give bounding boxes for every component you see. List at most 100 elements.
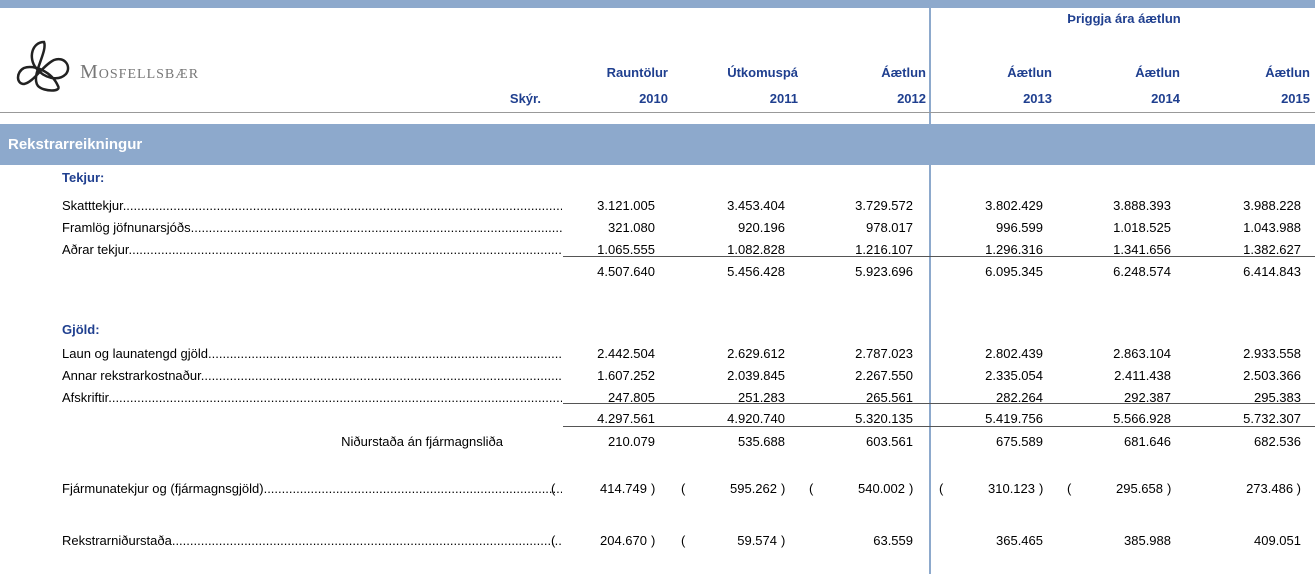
row-label: Afskriftir..............................… bbox=[62, 390, 562, 405]
row-label: Aðrar tekjur............................… bbox=[62, 242, 562, 257]
cell: 265.561 bbox=[866, 390, 913, 405]
column-year: 2012 bbox=[897, 91, 926, 106]
cell: 682.536 bbox=[1254, 434, 1301, 449]
cell: 251.283 bbox=[738, 390, 785, 405]
cell: 1.296.316 bbox=[985, 242, 1043, 257]
cell: 920.196 bbox=[738, 220, 785, 235]
row-label: Niðurstaða án fjármagnsliða bbox=[341, 434, 503, 449]
paren-close: ) bbox=[651, 481, 656, 496]
cell: 2.411.438 bbox=[1114, 368, 1171, 383]
logo-mark bbox=[16, 40, 70, 92]
paren-open: ( bbox=[681, 533, 686, 548]
cell: 2.442.504 bbox=[597, 346, 655, 361]
cell: 3.121.005 bbox=[597, 198, 655, 213]
cell: 1.065.555 bbox=[597, 242, 655, 257]
cell: 2.335.054 bbox=[985, 368, 1043, 383]
cell: 978.017 bbox=[866, 220, 913, 235]
cell: 282.264 bbox=[996, 390, 1043, 405]
cell: 2.933.558 bbox=[1243, 346, 1301, 361]
cell: 273.486 ) bbox=[1246, 481, 1301, 496]
cell: 1.216.107 bbox=[855, 242, 913, 257]
column-header: Áætlun bbox=[1007, 65, 1052, 80]
paren-open: ( bbox=[681, 481, 686, 496]
paren-close: ) bbox=[1167, 481, 1172, 496]
cell: 4.297.561 bbox=[597, 411, 655, 426]
top-band bbox=[0, 0, 1315, 8]
header-rule bbox=[0, 112, 1315, 113]
column-year: 2015 bbox=[1281, 91, 1310, 106]
cell: 1.341.656 bbox=[1113, 242, 1171, 257]
cell: 996.599 bbox=[996, 220, 1043, 235]
paren-open: ( bbox=[551, 533, 556, 548]
note-label: Skýr. bbox=[509, 91, 541, 106]
cell: 1.043.988 bbox=[1243, 220, 1301, 235]
cell: 2.787.023 bbox=[855, 346, 913, 361]
total-rule bbox=[563, 403, 1315, 404]
paren-close: ) bbox=[651, 533, 656, 548]
cell: 2.629.612 bbox=[727, 346, 785, 361]
cell: 295.383 bbox=[1254, 390, 1301, 405]
cell: 3.729.572 bbox=[855, 198, 913, 213]
row-label: Skatttekjur.............................… bbox=[62, 198, 562, 213]
column-year: 2013 bbox=[1023, 91, 1052, 106]
row-label: Rekstrarniðurstaða......................… bbox=[62, 533, 562, 548]
group-heading: Tekjur: bbox=[62, 170, 105, 185]
cell: 540.002 bbox=[858, 481, 905, 496]
cell: 3.453.404 bbox=[727, 198, 785, 213]
paren-open: ( bbox=[939, 481, 944, 496]
cell: 2.863.104 bbox=[1113, 346, 1171, 361]
cell: 6.248.574 bbox=[1113, 264, 1171, 279]
cell: 1.607.252 bbox=[597, 368, 655, 383]
row-label: Laun og launatengd gjöld................… bbox=[62, 346, 562, 361]
cell: 675.589 bbox=[996, 434, 1043, 449]
cell: 5.732.307 bbox=[1243, 411, 1301, 426]
cell: 414.749 bbox=[600, 481, 647, 496]
cell: 310.123 bbox=[988, 481, 1035, 496]
cell: 603.561 bbox=[866, 434, 913, 449]
cell: 5.456.428 bbox=[727, 264, 785, 279]
cell: 681.646 bbox=[1124, 434, 1171, 449]
cell: 63.559 bbox=[873, 533, 913, 548]
cell: 3.802.429 bbox=[985, 198, 1043, 213]
cell: 2.267.550 bbox=[855, 368, 913, 383]
cell: 59.574 bbox=[737, 533, 777, 548]
cell: 4.920.740 bbox=[727, 411, 785, 426]
cell: 247.805 bbox=[608, 390, 655, 405]
group-heading: Gjöld: bbox=[62, 322, 100, 337]
paren-close: ) bbox=[781, 533, 786, 548]
column-year: 2011 bbox=[769, 91, 798, 106]
cell: 6.414.843 bbox=[1243, 264, 1301, 279]
row-label: Framlög jöfnunarsjóðs...................… bbox=[62, 220, 562, 235]
paren-close: ) bbox=[909, 481, 914, 496]
cell: 2.503.366 bbox=[1243, 368, 1301, 383]
cell: 3.988.228 bbox=[1243, 198, 1301, 213]
group-title: Þriggja ára áætlun bbox=[1067, 11, 1181, 26]
cell: 535.688 bbox=[738, 434, 785, 449]
cell: 2.039.845 bbox=[727, 368, 785, 383]
cell: 1.082.828 bbox=[727, 242, 785, 257]
cell: 210.079 bbox=[608, 434, 655, 449]
cell: 595.262 bbox=[730, 481, 777, 496]
cell: 2.802.439 bbox=[985, 346, 1043, 361]
cell: 365.465 bbox=[996, 533, 1043, 548]
paren-open: ( bbox=[809, 481, 814, 496]
cell: 409.051 bbox=[1254, 533, 1301, 548]
cell: 321.080 bbox=[608, 220, 655, 235]
cell: 385.988 bbox=[1124, 533, 1171, 548]
logo-text: Mosfellsbær bbox=[80, 61, 200, 83]
column-header: Áætlun bbox=[881, 65, 926, 80]
paren-close: ) bbox=[1039, 481, 1044, 496]
cell: 4.507.640 bbox=[597, 264, 655, 279]
row-label: Annar rekstrarkostnaður.................… bbox=[62, 368, 562, 383]
total-rule bbox=[563, 256, 1315, 257]
column-header: Útkomuspá bbox=[727, 65, 798, 80]
cell: 292.387 bbox=[1124, 390, 1171, 405]
paren-close: ) bbox=[781, 481, 786, 496]
column-year: 2010 bbox=[639, 91, 668, 106]
paren-open: ( bbox=[1067, 481, 1072, 496]
divider bbox=[929, 8, 931, 574]
cell: 3.888.393 bbox=[1113, 198, 1171, 213]
section-bar bbox=[0, 124, 1315, 165]
cell: 6.095.345 bbox=[985, 264, 1043, 279]
